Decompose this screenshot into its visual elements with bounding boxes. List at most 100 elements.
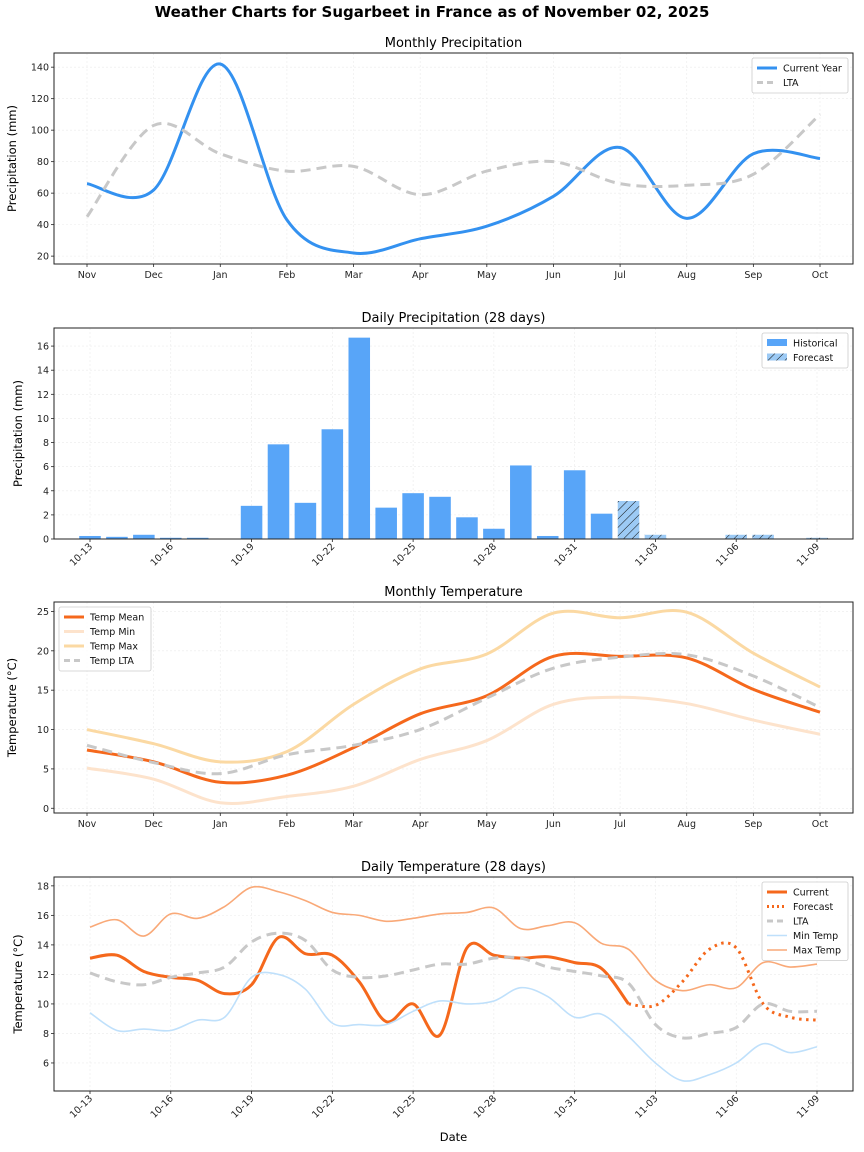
y-axis-label: Precipitation (mm) [5, 105, 19, 212]
y-tick-label: 60 [37, 189, 49, 200]
plot-frame [53, 876, 854, 1092]
y-axis-label: Precipitation (mm) [11, 380, 25, 487]
x-tick-label: 10-16 [149, 1093, 176, 1120]
y-tick-label: 20 [37, 252, 49, 263]
x-tick-label: Feb [278, 270, 295, 281]
x-tick-label: 10-19 [229, 541, 256, 568]
plot-frame [53, 52, 854, 265]
x-tick-label: Jan [212, 819, 228, 830]
legend-label: Temp Mean [89, 613, 144, 624]
x-tick-label: Nov [78, 819, 97, 830]
historical-bar [160, 537, 182, 539]
x-tick-label: May [477, 270, 497, 281]
x-tick-label: Dec [144, 819, 162, 830]
legend-box [58, 606, 152, 672]
series-line-current [89, 935, 630, 1038]
legend-label: Historical [793, 339, 838, 350]
daily-precipitation-chart: Daily Precipitation (28 days) 0 2 4 6 8 10 12 14… [11, 311, 854, 569]
y-tick-label: 140 [31, 63, 49, 74]
x-tick-label: 11-06 [714, 1093, 741, 1120]
y-tick-label: 0 [43, 535, 49, 546]
x-tick-label: 11-03 [633, 541, 660, 568]
x-tick-label: Mar [345, 270, 363, 281]
legend-label: Current Year [783, 64, 842, 75]
series-line-lta [85, 113, 822, 218]
y-tick-label: 100 [31, 126, 49, 137]
historical-bar [483, 528, 505, 539]
historical-bar [510, 465, 532, 539]
monthly-temperature-chart: Monthly Temperature 0 5 10 15 20 25 Nov Dec Jan Fe… [5, 585, 854, 830]
y-tick-label: 10 [37, 725, 49, 736]
historical-bar [375, 507, 397, 539]
x-tick-label: 10-25 [391, 541, 418, 568]
historical-bar [321, 429, 344, 539]
series-line-min-temp [89, 971, 818, 1082]
series-line-forecast [628, 941, 818, 1022]
y-tick-label: 10 [37, 999, 49, 1010]
x-tick-label: Jul [613, 270, 625, 281]
x-tick-label: Mar [345, 819, 363, 830]
legend-label: Current [793, 888, 829, 899]
y-tick-label: 4 [43, 486, 49, 497]
forecast-bar [806, 537, 828, 539]
historical-bar [267, 444, 290, 539]
x-tick-label: Aug [677, 270, 696, 281]
y-tick-label: 120 [31, 94, 49, 105]
y-tick-label: 15 [37, 686, 49, 697]
y-tick-label: 2 [43, 510, 49, 521]
forecast-bar [725, 534, 747, 539]
x-tick-label: 10-16 [149, 541, 176, 568]
series-line-temp-max [86, 609, 821, 764]
series-line-temp-mean [86, 651, 821, 785]
chart-title: Daily Precipitation (28 days) [362, 311, 546, 326]
y-tick-label: 6 [43, 1058, 49, 1069]
x-tick-label: Sep [744, 819, 762, 830]
y-axis-label: Temperature (°C) [11, 934, 25, 1034]
historical-bar [186, 537, 209, 539]
x-tick-label: 10-31 [552, 1093, 579, 1120]
x-tick-label: Jun [545, 819, 561, 830]
x-tick-label: 11-09 [795, 541, 822, 568]
y-axis-label: Temperature (°C) [5, 658, 19, 758]
x-axis-label: Date [440, 1130, 468, 1144]
series-line-max-temp [89, 885, 818, 992]
historical-bar [590, 513, 613, 539]
legend-label: LTA [783, 78, 799, 89]
legend-label: Max Temp [793, 946, 841, 957]
x-tick-label: Apr [412, 819, 429, 830]
y-tick-label: 10 [37, 414, 49, 425]
x-tick-label: Oct [812, 819, 829, 830]
historical-bar [536, 535, 559, 539]
plot-frame [53, 601, 854, 814]
y-tick-label: 25 [37, 607, 49, 618]
y-tick-label: 80 [37, 157, 49, 168]
y-tick-label: 40 [37, 220, 49, 231]
forecast-bar [644, 534, 667, 539]
y-tick-label: 18 [37, 881, 49, 892]
monthly-precipitation-chart: Monthly Precipitation 20 40 60 80 100 120 140 No… [5, 36, 854, 281]
chart-title: Monthly Precipitation [385, 36, 522, 51]
legend-label: Forecast [793, 353, 833, 364]
historical-bar [429, 496, 451, 539]
chart-title: Monthly Temperature [384, 585, 523, 600]
y-tick-label: 12 [37, 970, 49, 981]
historical-bar [106, 536, 128, 539]
x-tick-label: 11-03 [633, 1093, 660, 1120]
x-tick-label: 10-22 [310, 541, 337, 568]
y-tick-label: 16 [37, 911, 49, 922]
x-tick-label: Nov [78, 270, 97, 281]
forecast-bar [752, 534, 774, 539]
series-line-temp-min [86, 695, 821, 805]
historical-bar [348, 337, 371, 539]
x-tick-label: 11-09 [795, 1093, 822, 1120]
series-line-temp-lta [86, 651, 821, 776]
historical-bar [79, 535, 101, 539]
x-tick-label: 10-28 [472, 541, 499, 568]
historical-bar [240, 505, 263, 539]
y-tick-label: 8 [43, 1029, 49, 1040]
x-tick-label: Apr [412, 270, 429, 281]
plot-frame [53, 327, 854, 540]
historical-bar [402, 493, 424, 539]
x-tick-label: 10-25 [391, 1093, 418, 1120]
figure-title: Weather Charts for Sugarbeet in France a… [154, 3, 710, 21]
